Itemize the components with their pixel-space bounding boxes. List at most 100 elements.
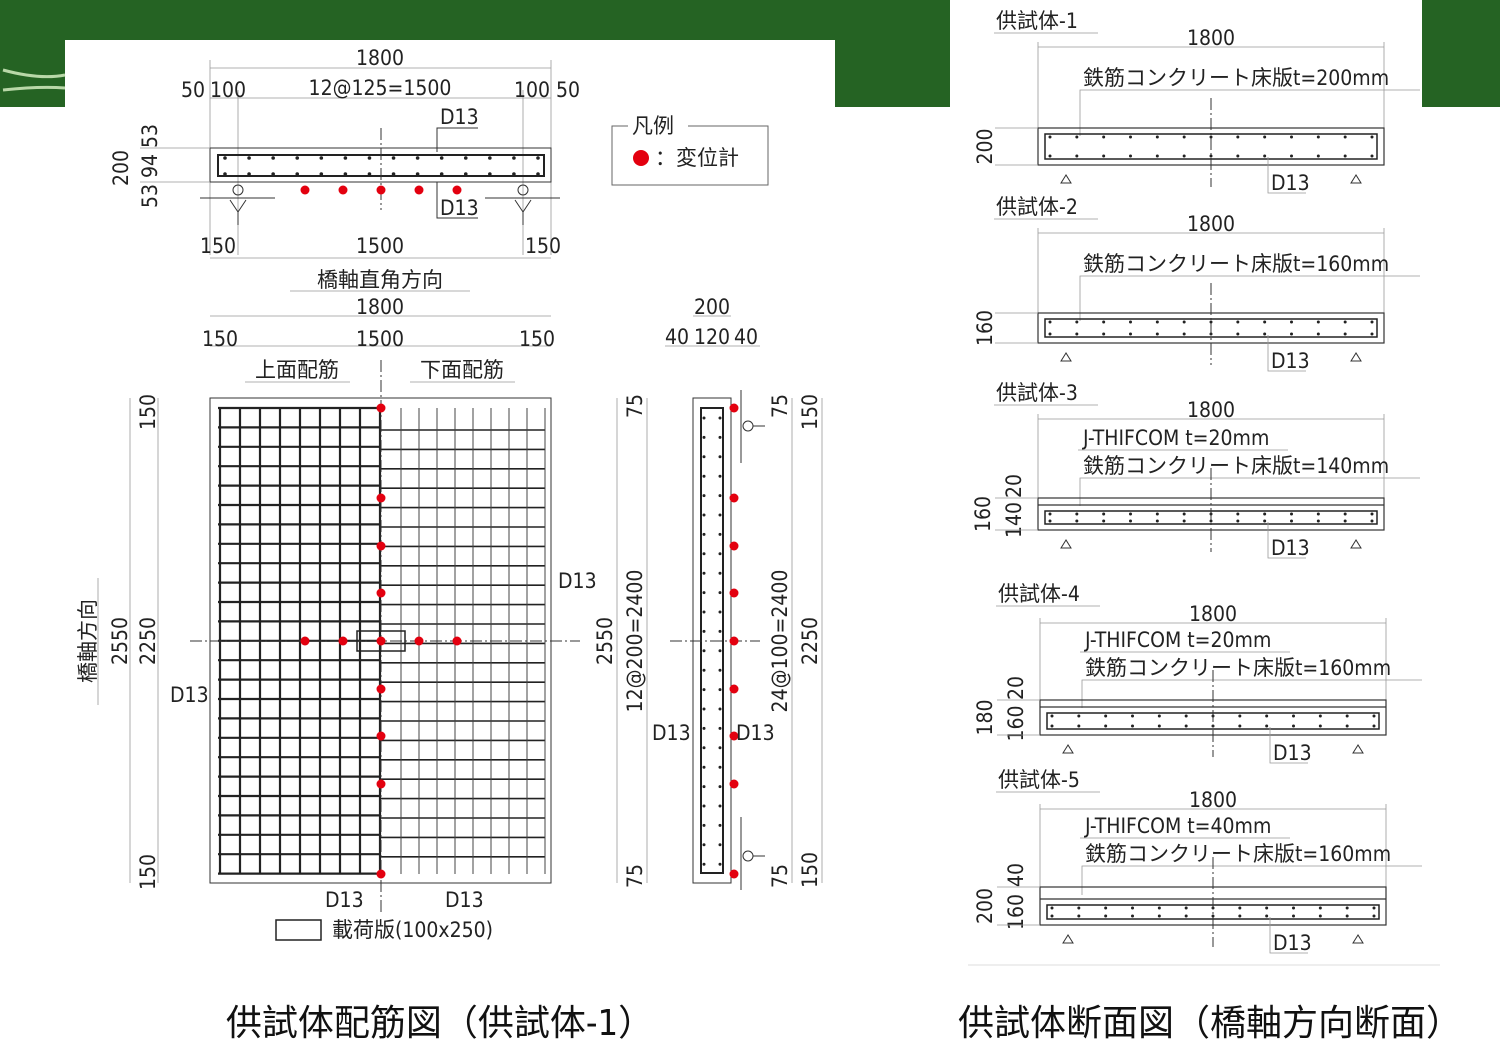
rebar-dot: [439, 156, 444, 160]
support-triangle-icon: [1062, 934, 1074, 944]
plan-dim-mid: 1500: [356, 327, 404, 351]
rebar-dot: [488, 172, 492, 176]
rebar-dot: [702, 688, 706, 692]
rebar-dot: [718, 746, 722, 750]
dim-span-right: 150: [525, 234, 561, 258]
plan-rebar-bottom-right: D13: [445, 888, 484, 912]
leader-line: [1269, 727, 1308, 764]
displacement-gauge-dot: [376, 541, 386, 551]
displacement-gauge-dot: [729, 636, 739, 646]
rebar-dot: [702, 416, 706, 420]
rebar-dot: [702, 552, 706, 556]
overlay-label: J-THIFCOM t=20mm: [1082, 426, 1269, 450]
rebar-dot: [1075, 135, 1079, 139]
rebar-dot: [1075, 320, 1079, 324]
side-dim-right-bot-b: 150: [798, 852, 822, 888]
rebar-dot: [1050, 914, 1054, 918]
rebar-dot: [702, 843, 706, 847]
rebar-dot: [1129, 320, 1132, 324]
rebar-dot: [439, 172, 444, 176]
support-triangle-icon: [1062, 744, 1074, 754]
rebar-dot: [1184, 724, 1188, 728]
rebar-dot: [718, 823, 722, 827]
thickness-dim-overlay: 20: [1004, 676, 1028, 700]
rebar-dot: [702, 804, 706, 808]
rebar-dot: [1316, 332, 1320, 336]
rebar-dot: [1129, 154, 1132, 158]
displacement-gauge-dot: [452, 636, 462, 646]
rebar-dot: [718, 474, 722, 478]
rebar-dot: [1343, 519, 1347, 523]
rebar-label-top: D13: [440, 105, 479, 129]
rebar-dot: [1345, 906, 1349, 910]
specimen-sections: 供試体-1 1800 鉄筋コンクリート床版t=200mm D13 200 供試体-2 180…: [971, 9, 1422, 955]
rebar-dot: [295, 156, 300, 160]
dim-spacing: 12@125=1500: [309, 76, 452, 100]
dim-right-cover: 100: [514, 78, 550, 102]
rebar-dot: [1263, 519, 1267, 523]
specimen-width: 1800: [1189, 788, 1237, 812]
rebar-dot: [1157, 914, 1161, 918]
thickness-dim: 160: [973, 310, 997, 346]
rebar-dot: [1184, 914, 1188, 918]
rebar-dot: [1050, 906, 1054, 910]
rebar-dot: [415, 156, 420, 160]
rebar-dot: [1343, 320, 1347, 324]
rebar-dot: [718, 435, 722, 439]
thickness-dim-slab: 140: [1002, 502, 1026, 538]
slab-label: 鉄筋コンクリート床版t=160mm: [1083, 252, 1389, 276]
rebar-dot: [702, 726, 706, 730]
rebar-dot: [1155, 154, 1159, 158]
displacement-gauge-dot: [729, 493, 739, 503]
legend: 凡例 ：変位計: [611, 114, 769, 186]
rebar-dot: [718, 552, 722, 556]
rebar-dot: [1048, 332, 1052, 336]
rebar-dot: [702, 746, 706, 750]
rebar-dot: [1343, 512, 1347, 516]
rebar-dot: [1318, 906, 1322, 910]
displacement-gauge-dot: [376, 493, 386, 503]
rebar-label: D13: [1271, 349, 1310, 373]
displacement-gauge-dot: [376, 684, 386, 694]
rebar-dot: [391, 172, 396, 176]
rebar-dot: [1316, 519, 1320, 523]
rebar-dot: [343, 172, 348, 176]
support-triangle-icon: [1060, 539, 1072, 549]
rebar-dot: [1155, 135, 1159, 139]
slab-label: 鉄筋コンクリート床版t=140mm: [1083, 454, 1389, 478]
rebar-dot: [512, 156, 516, 160]
rebar-dot: [1102, 512, 1106, 516]
rebar-label: D13: [1271, 536, 1310, 560]
plan-dim-overall: 1800: [356, 295, 404, 319]
rebar-dot: [1372, 906, 1376, 910]
rebar-dot: [718, 804, 722, 808]
side-dim-mid: 120: [694, 325, 730, 349]
side-dim-right-total: 2250: [798, 617, 822, 665]
rebar-dot: [1209, 320, 1213, 324]
rebar-dot: [536, 172, 540, 176]
displacement-gauge-dot: [414, 636, 424, 646]
rebar-dot: [702, 474, 706, 478]
displacement-gauge-dot: [414, 185, 424, 195]
rebar-dot: [718, 785, 722, 789]
leader-line: [1079, 89, 1420, 136]
rebar-dot: [1077, 714, 1081, 718]
support-triangle-icon: [1350, 539, 1362, 549]
rebar-dot: [1318, 724, 1322, 728]
rebar-dot: [702, 610, 706, 614]
plan-dim-right: 150: [519, 327, 555, 351]
rebar-dot: [1129, 135, 1132, 139]
rebar-dot: [1131, 714, 1134, 718]
rebar-dot: [1318, 914, 1322, 918]
rebar-dot: [247, 172, 251, 176]
rebar-dot: [367, 172, 372, 176]
rebar-dot: [718, 416, 722, 420]
rebar-dot: [1238, 724, 1242, 728]
rebar-dot: [1155, 332, 1159, 336]
rebar-dot: [1316, 135, 1320, 139]
dim-span-mid: 1500: [356, 234, 404, 258]
displacement-gauge-dot: [729, 869, 739, 879]
specimen-width: 1800: [1189, 602, 1237, 626]
side-dim-right-top-b: 150: [798, 394, 822, 430]
